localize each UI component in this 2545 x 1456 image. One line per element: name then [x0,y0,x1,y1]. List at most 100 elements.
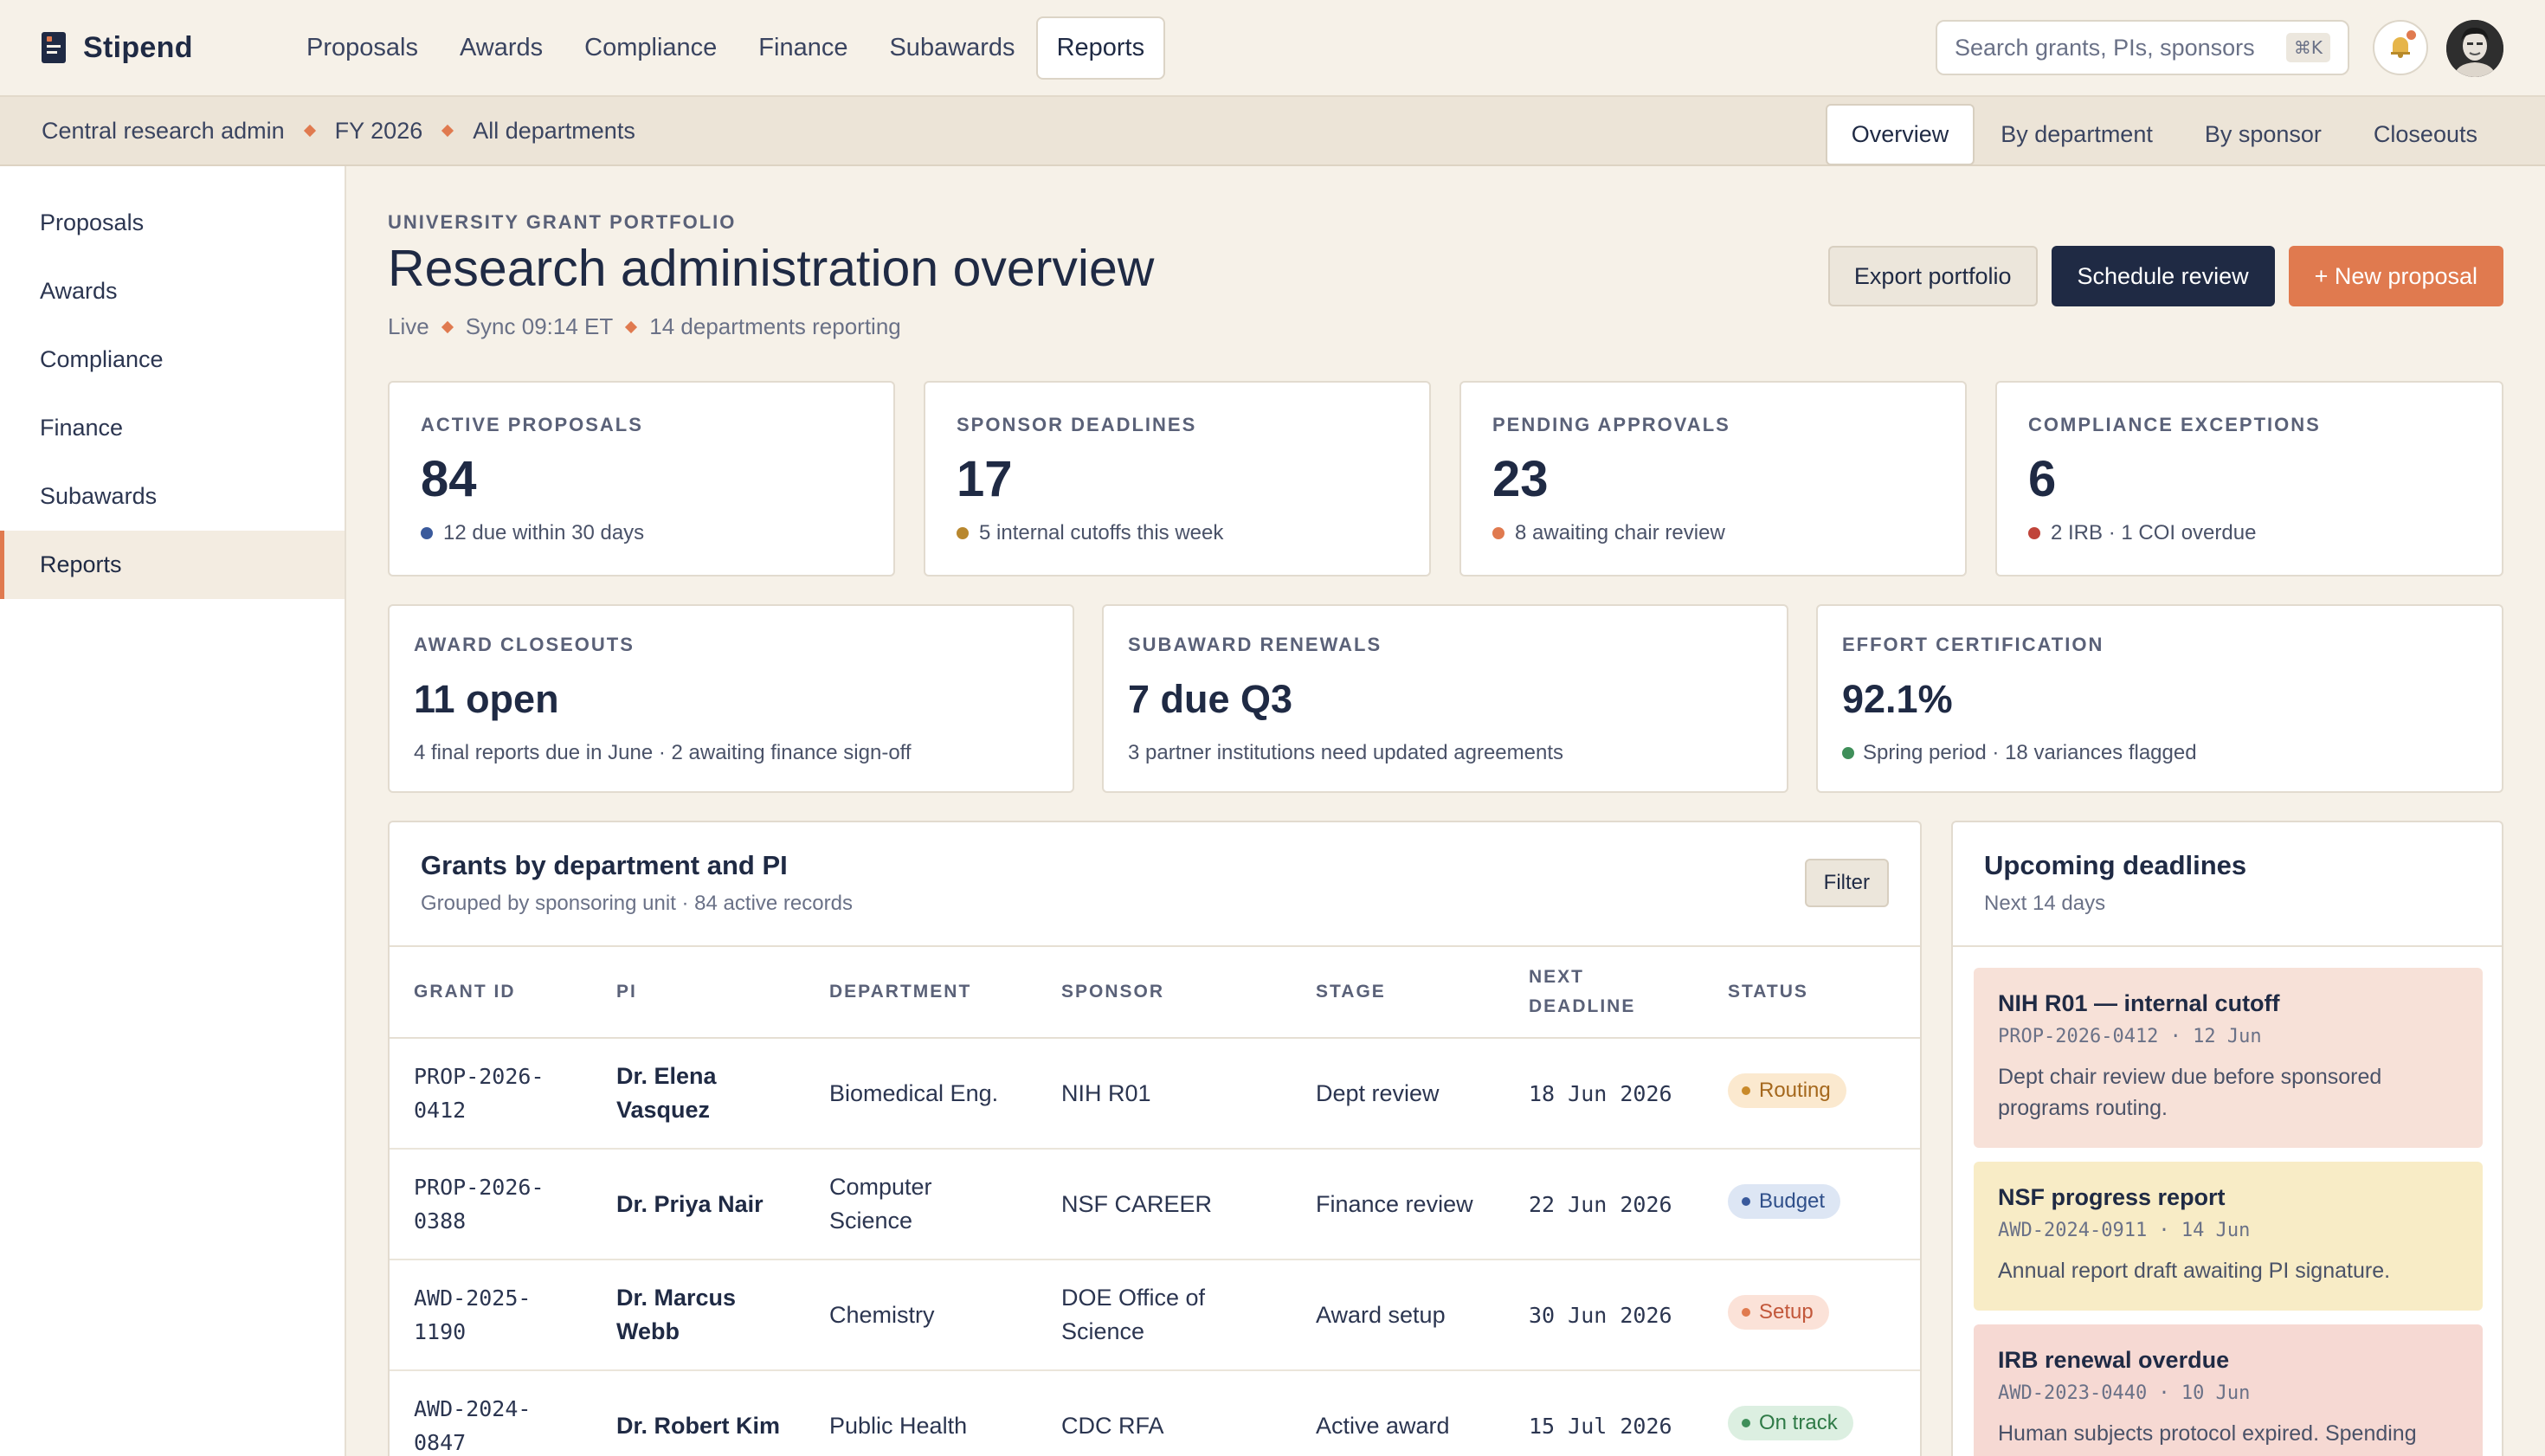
stipend-logo-icon [42,32,66,63]
sidebar-item-reports[interactable]: Reports [0,531,345,599]
kpi-award-closeouts[interactable]: AWARD CLOSEOUTS 11 open 4 final reports … [388,604,1074,793]
status-dot-icon [1742,1419,1750,1427]
kpi-label: ACTIVE PROPOSALS [421,414,643,435]
nav-reports[interactable]: Reports [1035,16,1166,80]
nav-awards[interactable]: Awards [459,33,544,61]
filter-button[interactable]: Filter [1804,859,1889,907]
table-row[interactable]: AWD-2024- 0847 Dr. Robert Kim Public Heal… [390,1371,1920,1456]
nav-compliance[interactable]: Compliance [584,33,718,61]
sponsor: NIH R01 [1061,1080,1151,1106]
page-meta: Live Sync 09:14 ET 14 departments report… [388,313,901,340]
kpi-subtext: 8 awaiting chair review [1515,521,1725,544]
table-row[interactable]: AWD-2025- 1190 Dr. Marcus Webb Chemistry D… [390,1260,1920,1371]
departments-reporting: 14 departments reporting [649,313,901,339]
tab-overview[interactable]: Overview [1825,104,1975,165]
search-input[interactable]: Search grants, PIs, sponsors ⌘K [1936,20,2349,75]
next-deadline: 22 Jun 2026 [1529,1192,1672,1217]
notification-badge-dot [2406,30,2416,40]
status-dot-icon [421,527,433,539]
deadline-item[interactable]: NIH R01 — internal cutoff PROP-2026-0412… [1974,968,2483,1148]
upcoming-deadlines-panel: Upcoming deadlines Next 14 days NIH R01 … [1951,821,2503,1456]
kpi-subtext: 5 internal cutoffs this week [979,521,1224,544]
table-row[interactable]: PROP-2026- 0412 Dr. Elena Vasquez Biomedic… [390,1039,1920,1150]
nav-finance[interactable]: Finance [758,33,848,61]
column-header-grant-id[interactable]: GRANT ID [414,982,516,1002]
sidebar-item-awards[interactable]: Awards [40,278,118,304]
column-header-pi[interactable]: PI [616,982,637,1002]
kpi-value: 23 [1492,451,1549,507]
breadcrumb-departments[interactable]: All departments [473,117,635,144]
kpi-active-proposals[interactable]: ACTIVE PROPOSALS 84 12 due within 30 day… [388,381,895,577]
kpi-effort-certification[interactable]: EFFORT CERTIFICATION 92.1% Spring period… [1816,604,2503,793]
sidebar-item-subawards[interactable]: Subawards [40,483,158,509]
kpi-compliance-exceptions[interactable]: COMPLIANCE EXCEPTIONS 6 2 IRB · 1 COI ov… [1995,381,2503,577]
grant-id: PROP-2026- 0412 [414,1064,544,1123]
kpi-label: COMPLIANCE EXCEPTIONS [2028,414,2321,435]
next-deadline: 15 Jul 2026 [1529,1414,1672,1439]
tab-closeouts[interactable]: Closeouts [2373,121,2477,147]
app-name: Stipend [83,30,193,64]
main-nav: Proposals Awards Compliance Finance Suba… [286,16,1166,80]
status-dot-icon [957,527,969,539]
brand[interactable]: Stipend [42,31,275,65]
user-avatar[interactable] [2446,20,2503,77]
schedule-review-button[interactable]: Schedule review [2051,246,2275,306]
grants-table-subtitle: Grouped by sponsoring unit · 84 active r… [421,892,853,915]
deadline-meta: PROP-2026-0412 · 12 Jun [1998,1026,2262,1047]
meta-separator-icon [441,320,454,333]
sidebar-item-finance[interactable]: Finance [40,415,124,441]
sponsor: NSF CAREER [1061,1191,1213,1217]
notifications-button[interactable] [2373,20,2428,75]
pi-name: Dr. Priya Nair [616,1191,764,1217]
export-portfolio-button[interactable]: Export portfolio [1827,246,2038,306]
status-dot-icon [1742,1308,1750,1317]
status-badge: Routing [1728,1073,1846,1108]
kpi-subaward-renewals[interactable]: SUBAWARD RENEWALS 7 due Q3 3 partner ins… [1102,604,1788,793]
stage: Dept review [1316,1080,1440,1106]
next-deadline: 18 Jun 2026 [1529,1081,1672,1106]
status-badge: Budget [1728,1184,1841,1219]
sponsor: DOE Office of Science [1061,1285,1206,1344]
next-deadline: 30 Jun 2026 [1529,1303,1672,1328]
kpi-value: 11 open [414,677,559,721]
kpi-subtext: 12 due within 30 days [443,521,645,544]
kpi-subtext: Spring period · 18 variances flagged [1863,741,2197,764]
status-badge: Setup [1728,1295,1829,1330]
sidebar-item-proposals[interactable]: Proposals [40,209,145,235]
grant-id: PROP-2026- 0388 [414,1175,544,1234]
kpi-label: PENDING APPROVALS [1492,414,1730,435]
column-header-next-deadline[interactable]: NEXT DEADLINE [1529,963,1635,1021]
department: Biomedical Eng. [829,1080,999,1106]
search-shortcut-hint: ⌘K [2285,33,2330,62]
kpi-value: 17 [957,451,1013,507]
deadlines-title: Upcoming deadlines [1984,850,2247,880]
breadcrumb-org[interactable]: Central research admin [42,117,285,144]
stage: Award setup [1316,1302,1446,1328]
search-placeholder: Search grants, PIs, sponsors [1955,34,2255,61]
column-header-line: NEXT [1529,967,1585,987]
sidebar-item-compliance[interactable]: Compliance [40,346,164,372]
column-header-stage[interactable]: STAGE [1316,982,1386,1002]
new-proposal-button[interactable]: + New proposal [2288,246,2503,306]
kpi-subtext: 2 IRB · 1 COI overdue [2051,521,2257,544]
grant-id: AWD-2025- 1190 [414,1285,532,1344]
tab-by-department[interactable]: By department [2001,121,2153,147]
avatar-portrait-icon [2446,20,2503,77]
column-header-status[interactable]: STATUS [1728,982,1808,1002]
deadline-meta: AWD-2024-0911 · 14 Jun [1998,1220,2251,1241]
column-header-department[interactable]: DEPARTMENT [829,982,972,1002]
deadline-item[interactable]: IRB renewal overdue AWD-2023-0440 · 10 J… [1974,1324,2483,1456]
deadline-item[interactable]: NSF progress report AWD-2024-0911 · 14 J… [1974,1162,2483,1311]
kpi-pending-approvals[interactable]: PENDING APPROVALS 23 8 awaiting chair re… [1459,381,1967,577]
tab-by-sponsor[interactable]: By sponsor [2204,121,2322,147]
column-header-sponsor[interactable]: SPONSOR [1061,982,1165,1002]
status-dot-icon [1742,1086,1750,1095]
pi-name: Dr. Elena Vasquez [616,1063,717,1123]
status-dot-icon [1742,1197,1750,1206]
kpi-sponsor-deadlines[interactable]: SPONSOR DEADLINES 17 5 internal cutoffs … [924,381,1431,577]
nav-proposals[interactable]: Proposals [306,33,418,61]
stage: Active award [1316,1413,1450,1439]
breadcrumb-fiscal-year[interactable]: FY 2026 [334,117,423,144]
table-row[interactable]: PROP-2026- 0388 Dr. Priya Nair Computer Sc… [390,1150,1920,1260]
nav-subawards[interactable]: Subawards [889,33,1015,61]
